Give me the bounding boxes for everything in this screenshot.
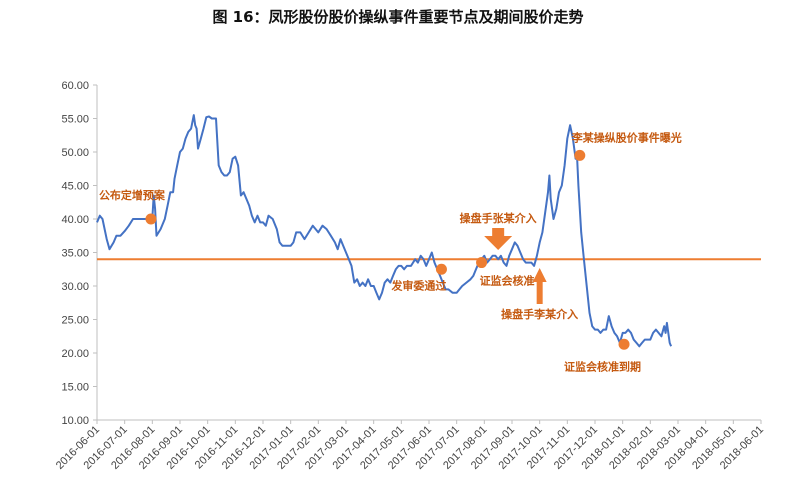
y-tick-label: 45.00 <box>61 181 89 193</box>
y-tick-label: 30.00 <box>61 281 89 293</box>
event-label: 李某操纵股价事件曝光 <box>571 130 682 144</box>
event-label: 发审委通过 <box>390 278 446 292</box>
event-label: 证监会核准到期 <box>564 359 641 373</box>
event-marker <box>435 263 447 275</box>
up-arrow-icon <box>532 268 547 304</box>
arrow-annotation-label: 操盘手李某介入 <box>501 307 578 321</box>
chart-title: 图 16：凤形股份股价操纵事件重要节点及期间股价走势 <box>212 8 584 26</box>
y-tick-label: 15.00 <box>61 382 89 394</box>
y-tick-label: 10.00 <box>61 415 89 427</box>
event-marker <box>574 149 586 161</box>
event-marker <box>476 257 488 269</box>
y-tick-label: 60.00 <box>61 80 89 92</box>
event-label: 公布定增预案 <box>99 188 166 202</box>
y-tick-label: 55.00 <box>61 114 89 126</box>
plot-area <box>96 114 761 348</box>
arrow-annotation-label: 操盘手张某介入 <box>460 211 537 225</box>
y-tick-label: 50.00 <box>61 147 89 159</box>
y-tick-label: 25.00 <box>61 315 89 327</box>
event-label: 证监会核准 <box>480 274 535 288</box>
price-series-line <box>96 114 673 348</box>
down-arrow-icon <box>484 228 513 250</box>
event-marker <box>145 213 157 225</box>
y-tick-label: 35.00 <box>61 248 89 260</box>
event-marker <box>618 338 630 350</box>
y-tick-label: 20.00 <box>61 348 89 360</box>
y-tick-label: 40.00 <box>61 214 89 226</box>
